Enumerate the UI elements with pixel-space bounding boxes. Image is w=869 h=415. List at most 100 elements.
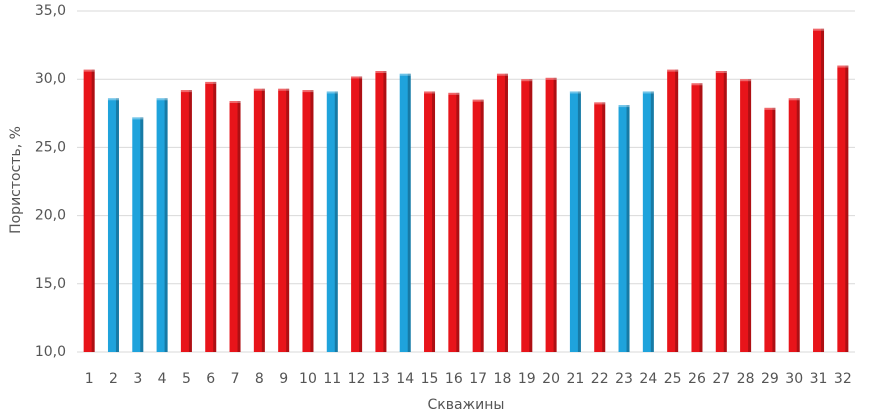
bar: [424, 91, 436, 352]
bar-face: [253, 88, 265, 353]
bar-top: [83, 69, 95, 72]
bar-face: [375, 71, 387, 353]
bar-face: [667, 69, 679, 352]
bar-top: [253, 88, 265, 91]
bar: [472, 99, 484, 352]
bar-face: [326, 91, 338, 352]
bar-top: [837, 65, 849, 68]
bar: [253, 88, 265, 353]
bar-face: [132, 117, 144, 352]
bar-side: [675, 69, 679, 352]
bar-top: [424, 91, 436, 94]
bar-top: [472, 99, 484, 102]
bar-top: [399, 73, 411, 76]
bar-top: [205, 81, 217, 84]
x-tick-label: 1: [85, 371, 94, 387]
bar-face: [156, 98, 168, 353]
bar-top: [813, 28, 825, 31]
bar-side: [456, 92, 460, 352]
x-tick-label: 28: [737, 371, 755, 387]
bar: [715, 71, 727, 353]
x-tick-label: 14: [396, 371, 414, 387]
x-tick-label: 22: [591, 371, 609, 387]
bar-top: [788, 98, 800, 101]
bar: [180, 90, 192, 352]
x-tick-label: 18: [494, 371, 512, 387]
bar-face: [521, 79, 533, 352]
bar: [132, 117, 144, 352]
y-tick-label: 35,0: [35, 3, 66, 19]
bar-top: [691, 83, 703, 86]
bar-side: [480, 99, 484, 352]
bar-face: [448, 92, 460, 352]
bar-side: [821, 28, 825, 353]
bar: [107, 98, 119, 353]
bar: [326, 91, 338, 352]
bar-top: [594, 102, 606, 105]
bar: [569, 91, 581, 352]
bar: [521, 79, 533, 352]
bar-side: [213, 81, 217, 352]
bar: [764, 107, 776, 353]
x-tick-label: 27: [712, 371, 730, 387]
bar-face: [837, 65, 849, 352]
bar-top: [229, 101, 241, 104]
bar-side: [529, 79, 533, 352]
bar-side: [286, 88, 290, 353]
x-tick-label: 3: [133, 371, 142, 387]
bar-top: [569, 91, 581, 94]
bar-face: [691, 83, 703, 353]
bar-side: [504, 73, 508, 352]
x-tick-label: 2: [109, 371, 118, 387]
bar: [496, 73, 508, 352]
bar-top: [715, 71, 727, 74]
bar: [399, 73, 411, 352]
bar-face: [764, 107, 776, 353]
bar-face: [180, 90, 192, 352]
bar-top: [667, 69, 679, 72]
bar-top: [326, 91, 338, 94]
x-tick-label: 30: [785, 371, 803, 387]
bar: [545, 77, 557, 352]
x-tick-label: 25: [664, 371, 682, 387]
bar-face: [618, 105, 630, 352]
bar: [448, 92, 460, 352]
bar-face: [569, 91, 581, 352]
bar-top: [642, 91, 654, 94]
x-tick-label: 32: [834, 371, 852, 387]
x-tick-label: 5: [182, 371, 191, 387]
bar-side: [383, 71, 387, 353]
bar: [642, 91, 654, 352]
bar: [156, 98, 168, 353]
y-tick-label: 15,0: [35, 276, 66, 292]
bar-face: [594, 102, 606, 352]
bar: [667, 69, 679, 352]
bar-side: [772, 107, 776, 353]
y-tick-label: 10,0: [35, 344, 66, 360]
bar-face: [302, 90, 314, 352]
bar-side: [334, 91, 338, 352]
bar-side: [626, 105, 630, 352]
bar: [618, 105, 630, 352]
bar-face: [205, 81, 217, 352]
bar: [229, 101, 241, 352]
bar-side: [553, 77, 557, 352]
bar: [837, 65, 849, 352]
bar: [691, 83, 703, 353]
x-tick-label: 26: [688, 371, 706, 387]
x-tick-label: 11: [323, 371, 341, 387]
bar-side: [845, 65, 849, 352]
bar-side: [115, 98, 119, 353]
bar-side: [432, 91, 436, 352]
bar: [278, 88, 290, 353]
bar: [83, 69, 95, 352]
y-tick-label: 30,0: [35, 71, 66, 87]
bar-side: [140, 117, 144, 352]
x-tick-label: 17: [469, 371, 487, 387]
bar: [813, 28, 825, 353]
bar-top: [302, 90, 314, 93]
x-axis-label: Скважины: [428, 397, 505, 413]
bar-top: [278, 88, 290, 91]
bar-face: [642, 91, 654, 352]
x-tick-label: 29: [761, 371, 779, 387]
